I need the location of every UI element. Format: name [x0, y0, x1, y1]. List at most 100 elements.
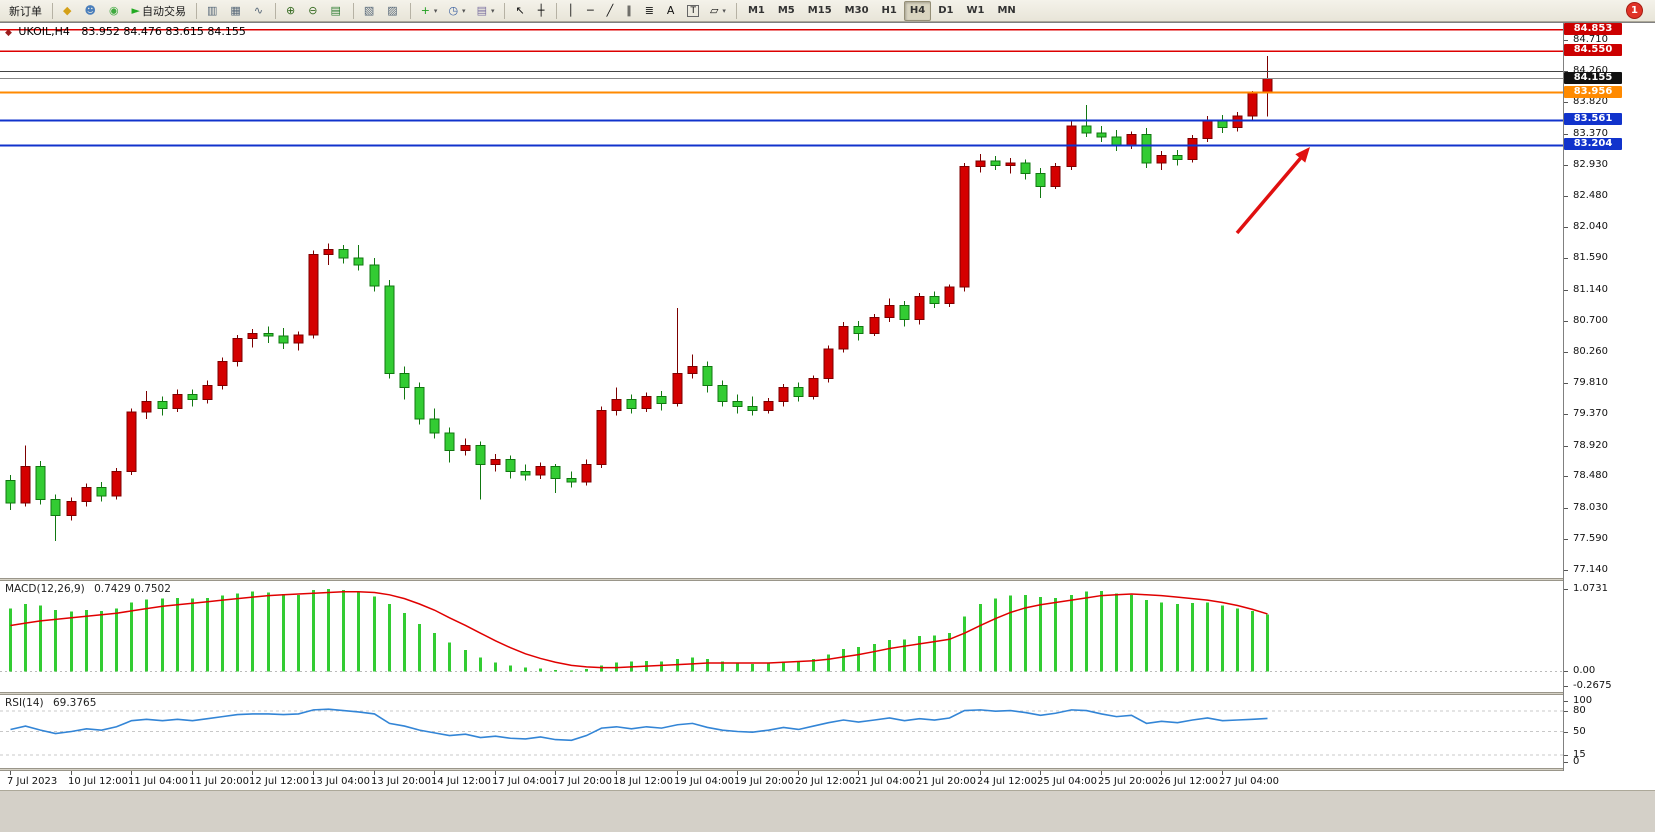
- vertical-line-icon[interactable]: │: [562, 1, 581, 21]
- indicators-icon[interactable]: + ▾: [416, 1, 443, 21]
- candle-body: [384, 285, 395, 374]
- line-chart-icon-glyph: ∿: [253, 3, 264, 17]
- trendline-icon[interactable]: ╱: [602, 1, 621, 21]
- timeframe-m30[interactable]: M30: [839, 1, 875, 21]
- candle-body: [747, 405, 758, 412]
- chart-window[interactable]: ◆ UKOIL,H4 83.952 84.476 83.615 84.155 M…: [0, 22, 1655, 790]
- annotation-arrow[interactable]: [1235, 150, 1308, 235]
- timeframe-h1-label: H1: [881, 5, 897, 16]
- channel-icon-glyph: ∥: [626, 3, 632, 17]
- horizontal-line-icon[interactable]: ─: [582, 1, 601, 21]
- notification-count: 1: [1631, 5, 1638, 16]
- timeframe-h4[interactable]: H4: [903, 0, 932, 21]
- timeframe-w1-label: W1: [966, 5, 985, 16]
- fibonacci-icon[interactable]: ≣: [640, 1, 661, 21]
- timeframe-mn[interactable]: MN: [991, 1, 1021, 21]
- new-order-button[interactable]: 新订单: [4, 1, 47, 21]
- rsi-scale-tick: 80: [1564, 705, 1655, 717]
- candle-body: [1020, 162, 1031, 175]
- auto-trading-button[interactable]: ► 自动交易: [127, 1, 191, 21]
- candle-body: [838, 325, 849, 350]
- bar-chart-icon[interactable]: ▥: [202, 1, 224, 21]
- price-axis[interactable]: 84.710 84.260 83.820 83.370 82.930 82.480 82.0…: [1563, 22, 1655, 771]
- time-label: 21 Jul 20:00: [916, 776, 976, 787]
- candle-body: [1035, 173, 1046, 187]
- dropdown-arrow-icon: ▾: [433, 6, 438, 15]
- price-tick: 79.370: [1564, 408, 1655, 420]
- time-axis[interactable]: 7 Jul 2023 10 Jul 12:00 11 Jul 04:00 11 Jul…: [0, 771, 1563, 789]
- pane-separator[interactable]: [0, 578, 1655, 581]
- time-tick: [1161, 771, 1162, 775]
- time-label: 17 Jul 20:00: [552, 776, 612, 787]
- time-tick: [374, 771, 375, 775]
- candle-body: [111, 470, 122, 497]
- candle-body: [1172, 154, 1183, 161]
- main-chart-pane[interactable]: [0, 23, 1563, 578]
- macd-pane[interactable]: [0, 581, 1563, 692]
- candle-body: [944, 286, 955, 304]
- candle-body: [126, 411, 137, 472]
- price-line-label: 84.550: [1564, 44, 1622, 57]
- zoom-in-icon[interactable]: ⊕: [281, 1, 302, 21]
- toolbar-separator: [52, 2, 53, 19]
- timeframe-h1[interactable]: H1: [876, 1, 903, 21]
- candle-body: [35, 466, 46, 501]
- candle-body: [717, 384, 728, 402]
- candle-body: [1187, 138, 1198, 161]
- candle-body: [141, 400, 152, 413]
- templates-icon[interactable]: ▤ ▾: [472, 1, 500, 21]
- rsi-pane[interactable]: [0, 695, 1563, 768]
- candle-body: [414, 386, 425, 420]
- text-tool-icon[interactable]: A: [662, 1, 682, 21]
- profile-icon[interactable]: ◆: [58, 1, 78, 21]
- time-label: 25 Jul 20:00: [1098, 776, 1158, 787]
- toolbar: 新订单 ◆ ☻ ◉ ► 自动交易 ▥ ▦ ∿ ⊕ ⊖ ▤ ▧ ▨ + ▾ ◷ ▾ ▤ ▾ ↖ ┼ │ ─ ╱ ∥ ≣ A T ▱ ▾ M1 M5…: [0, 0, 1655, 22]
- timeframe-m5[interactable]: M5: [772, 1, 801, 21]
- label-tool-icon[interactable]: T: [682, 1, 704, 21]
- candlestick-chart-icon[interactable]: ▦: [225, 1, 247, 21]
- cursor-icon[interactable]: ↖: [510, 1, 531, 21]
- periods-icon[interactable]: ◷ ▾: [443, 1, 470, 21]
- toolbar-separator: [409, 2, 411, 19]
- time-label: 12 Jul 12:00: [249, 776, 309, 787]
- time-label: 19 Jul 20:00: [734, 776, 794, 787]
- time-tick: [555, 771, 556, 775]
- candle-body: [596, 410, 607, 465]
- zoom-out-icon[interactable]: ⊖: [303, 1, 324, 21]
- candle-body: [157, 400, 168, 409]
- navigator-icon[interactable]: ◉: [104, 1, 126, 21]
- timeframe-d1[interactable]: D1: [932, 1, 959, 21]
- crosshair-icon[interactable]: ┼: [533, 1, 552, 21]
- time-tick: [1040, 771, 1041, 775]
- tile-windows-icon[interactable]: ▤: [325, 1, 347, 21]
- rsi-scale-tick: 0: [1564, 756, 1655, 768]
- candle-body: [308, 253, 319, 336]
- notification-badge[interactable]: 1: [1626, 2, 1643, 19]
- candle-body: [172, 393, 183, 409]
- candle-body: [1202, 119, 1213, 140]
- arrange-charts-icon[interactable]: ▧: [359, 1, 381, 21]
- pane-separator[interactable]: [0, 692, 1655, 695]
- toolbar-separator: [735, 2, 737, 19]
- crosshair-icon-glyph: ┼: [537, 3, 545, 17]
- candle-body: [293, 334, 304, 344]
- candle-body: [5, 480, 16, 504]
- market-watch-icon[interactable]: ☻: [79, 1, 102, 21]
- channel-icon[interactable]: ∥: [621, 1, 639, 21]
- macd-scale-tick: 0.00: [1564, 665, 1655, 677]
- auto-trading-glyph: ►: [131, 3, 141, 17]
- cascade-charts-icon-glyph: ▨: [387, 3, 398, 17]
- candle-body: [1232, 115, 1243, 128]
- pane-separator[interactable]: [0, 768, 1655, 771]
- cascade-charts-icon[interactable]: ▨: [382, 1, 404, 21]
- arrange-charts-icon-glyph: ▧: [363, 3, 375, 17]
- time-tick: [131, 771, 132, 775]
- candle-body: [959, 166, 970, 288]
- timeframe-m1[interactable]: M1: [742, 1, 771, 21]
- shapes-icon[interactable]: ▱ ▾: [705, 1, 731, 21]
- timeframe-m15[interactable]: M15: [802, 1, 838, 21]
- toolbar-separator: [275, 2, 277, 19]
- candle-body: [278, 335, 289, 344]
- timeframe-w1[interactable]: W1: [960, 1, 990, 21]
- line-chart-icon[interactable]: ∿: [249, 1, 270, 21]
